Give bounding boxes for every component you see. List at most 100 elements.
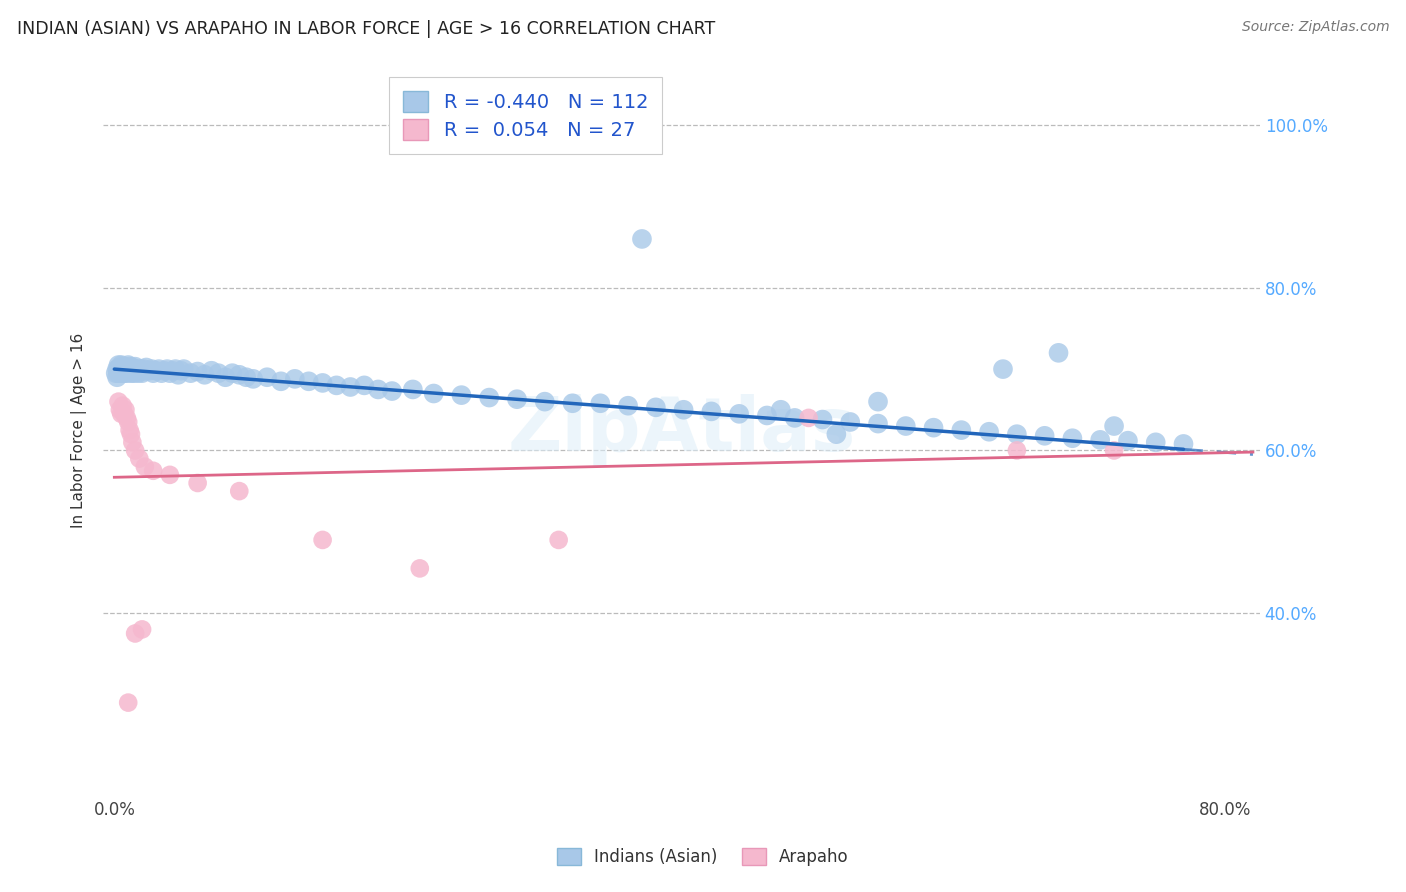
Point xyxy=(107,394,129,409)
Point xyxy=(866,394,889,409)
Point xyxy=(120,366,142,380)
Point xyxy=(187,475,209,490)
Point xyxy=(111,364,134,378)
Point xyxy=(644,401,666,415)
Point xyxy=(115,411,138,425)
Point xyxy=(114,360,136,375)
Point xyxy=(402,383,425,397)
Point xyxy=(118,364,141,378)
Point xyxy=(194,368,217,382)
Point xyxy=(108,402,131,417)
Point xyxy=(409,561,432,575)
Legend: R = -0.440   N = 112, R =  0.054   N = 27: R = -0.440 N = 112, R = 0.054 N = 27 xyxy=(389,78,662,153)
Point xyxy=(156,362,179,376)
Point xyxy=(120,362,142,376)
Point xyxy=(124,626,146,640)
Point xyxy=(162,364,184,378)
Point xyxy=(131,366,153,380)
Point xyxy=(121,435,143,450)
Point xyxy=(117,415,139,429)
Point xyxy=(422,386,444,401)
Point xyxy=(1062,431,1084,445)
Text: ZipAtlas: ZipAtlas xyxy=(508,393,856,467)
Point xyxy=(589,396,612,410)
Text: INDIAN (ASIAN) VS ARAPAHO IN LABOR FORCE | AGE > 16 CORRELATION CHART: INDIAN (ASIAN) VS ARAPAHO IN LABOR FORCE… xyxy=(17,20,716,37)
Point xyxy=(114,402,136,417)
Y-axis label: In Labor Force | Age > 16: In Labor Force | Age > 16 xyxy=(72,333,87,528)
Point xyxy=(128,451,150,466)
Point xyxy=(138,364,160,378)
Point xyxy=(141,362,163,376)
Point xyxy=(221,366,243,380)
Point xyxy=(125,362,148,376)
Point xyxy=(117,696,139,710)
Point xyxy=(228,368,250,382)
Point xyxy=(118,423,141,437)
Point xyxy=(111,366,134,380)
Text: Source: ZipAtlas.com: Source: ZipAtlas.com xyxy=(1241,20,1389,34)
Point xyxy=(672,402,695,417)
Point xyxy=(128,364,150,378)
Point xyxy=(105,370,128,384)
Point xyxy=(256,370,278,384)
Point xyxy=(110,362,132,376)
Point xyxy=(111,360,134,375)
Point xyxy=(1102,419,1125,434)
Point xyxy=(121,360,143,375)
Point xyxy=(134,459,156,474)
Point xyxy=(284,372,307,386)
Point xyxy=(1005,427,1028,442)
Point xyxy=(1173,437,1195,451)
Point xyxy=(129,362,152,376)
Point xyxy=(112,359,135,374)
Point xyxy=(107,358,129,372)
Point xyxy=(339,380,361,394)
Point xyxy=(700,404,723,418)
Point xyxy=(311,533,333,547)
Point xyxy=(121,364,143,378)
Point xyxy=(148,362,170,376)
Point xyxy=(1144,435,1167,450)
Point xyxy=(110,407,132,421)
Point xyxy=(132,362,155,376)
Point xyxy=(112,407,135,421)
Point xyxy=(108,364,131,378)
Point xyxy=(270,374,292,388)
Point xyxy=(142,464,165,478)
Point xyxy=(950,423,973,437)
Point xyxy=(506,392,529,407)
Point xyxy=(561,396,583,410)
Point xyxy=(114,364,136,378)
Point xyxy=(533,394,555,409)
Point xyxy=(353,378,375,392)
Point xyxy=(124,364,146,378)
Point xyxy=(991,362,1014,376)
Point xyxy=(839,415,862,429)
Point xyxy=(105,362,128,376)
Point xyxy=(325,378,347,392)
Point xyxy=(110,366,132,380)
Point xyxy=(159,366,181,380)
Point xyxy=(1033,429,1056,443)
Point xyxy=(381,384,404,398)
Point xyxy=(977,425,1000,439)
Point xyxy=(478,391,501,405)
Point xyxy=(134,364,156,378)
Point xyxy=(173,362,195,376)
Point xyxy=(797,411,820,425)
Point xyxy=(170,364,193,378)
Point xyxy=(214,370,236,384)
Point xyxy=(117,358,139,372)
Point xyxy=(866,417,889,431)
Point xyxy=(1102,443,1125,458)
Point xyxy=(617,399,640,413)
Point xyxy=(894,419,917,434)
Point xyxy=(367,383,389,397)
Point xyxy=(187,365,209,379)
Point xyxy=(142,366,165,380)
Point xyxy=(107,362,129,376)
Point xyxy=(111,399,134,413)
Point xyxy=(153,364,176,378)
Point xyxy=(228,484,250,499)
Point xyxy=(112,366,135,380)
